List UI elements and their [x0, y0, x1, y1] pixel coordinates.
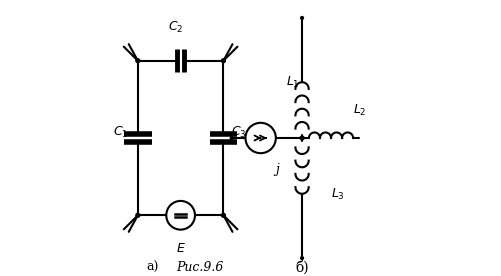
Text: $L_1$: $L_1$: [285, 75, 299, 90]
Circle shape: [300, 257, 303, 259]
Text: $C_1$: $C_1$: [113, 125, 128, 140]
Text: $L_2$: $L_2$: [352, 103, 366, 118]
Text: j: j: [275, 163, 279, 176]
Text: $C_3$: $C_3$: [230, 125, 246, 140]
Text: $L_3$: $L_3$: [330, 187, 344, 202]
Circle shape: [221, 213, 225, 217]
Text: б): б): [295, 261, 308, 275]
Text: Рис.9.6: Рис.9.6: [176, 261, 223, 274]
Text: $C_2$: $C_2$: [168, 20, 183, 35]
Circle shape: [300, 136, 304, 140]
Circle shape: [230, 137, 232, 139]
Circle shape: [221, 59, 225, 63]
Text: а): а): [146, 261, 159, 274]
Circle shape: [136, 213, 139, 217]
Circle shape: [136, 59, 139, 63]
Text: $E$: $E$: [175, 242, 185, 255]
Circle shape: [300, 17, 303, 19]
